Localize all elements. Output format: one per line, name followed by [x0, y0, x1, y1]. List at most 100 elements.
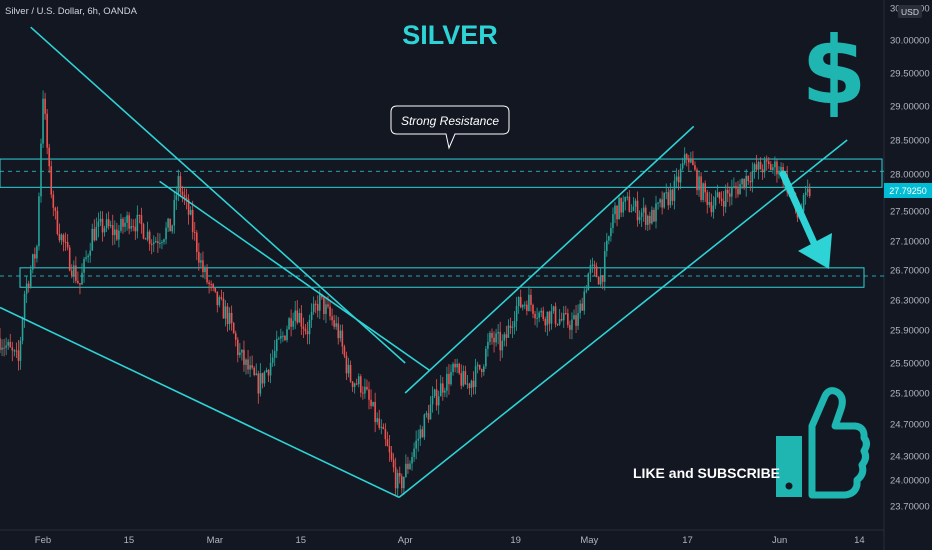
candle-body — [456, 363, 458, 368]
level-zone[interactable] — [0, 158, 883, 188]
trendline[interactable] — [30, 26, 406, 364]
candle-body — [380, 426, 383, 428]
candle-body — [355, 383, 358, 385]
trendline[interactable] — [159, 180, 431, 372]
candle-body — [618, 197, 620, 220]
candle-body — [439, 383, 442, 397]
candle-body — [179, 176, 182, 192]
candle-body — [462, 371, 465, 386]
candle-body — [472, 380, 475, 388]
candle-body — [751, 171, 754, 183]
candle-body — [485, 348, 487, 367]
candle-body — [251, 365, 253, 368]
candle-body — [11, 347, 14, 351]
candle-body — [167, 218, 169, 228]
candle-body — [42, 98, 44, 144]
chart-title: SILVER — [402, 20, 498, 50]
trendline[interactable] — [398, 139, 848, 498]
time-axis[interactable]: Feb 15 Mar 15 Apr 19 May 17 Jun 14 — [35, 535, 865, 546]
candle-body — [595, 266, 598, 278]
candle-body — [394, 467, 397, 489]
candle-body — [554, 306, 557, 324]
currency-badge[interactable] — [898, 5, 922, 18]
symbol-header: Silver / U.S. Dollar, 6h, OANDA — [5, 6, 138, 17]
candle-body — [267, 370, 270, 376]
candle-body — [542, 310, 545, 320]
level-zone[interactable] — [19, 267, 865, 288]
candle-body — [550, 311, 553, 324]
candle-body — [323, 297, 325, 315]
candle-body — [343, 346, 346, 356]
candle-body — [300, 312, 303, 327]
candle-body — [571, 319, 573, 330]
candle-body — [433, 389, 436, 397]
candle-body — [230, 312, 233, 323]
candle-body — [40, 143, 42, 197]
candle-body — [273, 351, 276, 358]
candle-body — [3, 347, 5, 349]
candle-body — [38, 196, 40, 247]
candle-body — [577, 313, 579, 326]
candle-body — [651, 209, 653, 224]
callout-text: Strong Resistance — [401, 114, 499, 128]
candle-body — [655, 203, 657, 222]
candle-body — [452, 363, 454, 373]
candle-body — [634, 200, 637, 207]
candle-body — [360, 376, 362, 393]
candle-body — [288, 318, 290, 330]
candle-body — [56, 210, 59, 234]
candle-body — [101, 218, 104, 233]
candle-body — [597, 277, 600, 285]
candle-body — [603, 251, 606, 282]
candle-body — [704, 183, 706, 193]
candle-body — [562, 313, 565, 321]
candle-body — [405, 463, 407, 477]
candle-body — [509, 325, 512, 328]
candle-body — [177, 176, 180, 196]
candle-body — [733, 186, 735, 188]
candle-body — [770, 164, 772, 171]
candle-body — [308, 319, 311, 335]
candle-body — [702, 183, 704, 200]
trendline[interactable] — [404, 125, 695, 394]
candle-body — [528, 294, 530, 311]
trendline[interactable] — [0, 306, 400, 499]
candle-body — [659, 199, 661, 203]
candle-body — [628, 196, 631, 212]
candle-body — [134, 226, 137, 232]
candle-body — [776, 161, 778, 175]
price-axis[interactable]: 30.5000030.0000029.5000029.0000028.50000… — [890, 4, 930, 513]
candle-body — [501, 340, 504, 351]
last-price-tag[interactable]: 27.79250 — [884, 183, 932, 198]
price-tick-label: 27.10000 — [890, 237, 930, 248]
candle-body — [372, 402, 374, 406]
candle-body — [15, 350, 18, 352]
candle-body — [185, 197, 188, 200]
candle-body — [68, 247, 71, 271]
candle-body — [249, 365, 251, 370]
candle-body — [204, 268, 206, 273]
price-tick-label: 27.50000 — [890, 207, 930, 218]
candle-body — [560, 319, 563, 321]
candle-body — [579, 303, 581, 314]
candle-body — [120, 218, 122, 231]
candle-body — [499, 332, 501, 351]
candle-body — [474, 366, 477, 388]
last-price-label: 27.79250 — [889, 186, 927, 196]
candle-body — [269, 362, 272, 376]
candle-body — [460, 373, 463, 386]
price-tick-label: 26.30000 — [890, 296, 930, 307]
candle-body — [253, 367, 255, 375]
candle-body — [729, 193, 731, 197]
candle-body — [677, 176, 680, 183]
candle-body — [5, 345, 7, 348]
level-zones — [0, 158, 884, 288]
candle-body — [759, 161, 762, 170]
candle-body — [745, 175, 747, 189]
candle-body — [435, 389, 438, 406]
candle-body — [173, 199, 176, 226]
candle-body — [161, 241, 163, 243]
candle-body — [206, 268, 208, 283]
candle-body — [331, 316, 333, 321]
